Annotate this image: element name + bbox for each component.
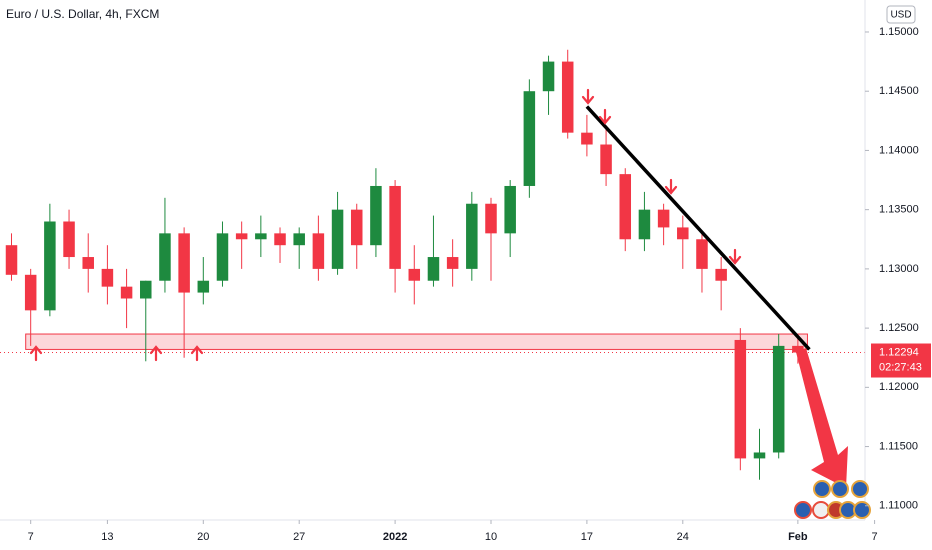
candle-body [140, 280, 152, 299]
candle-body [24, 274, 37, 311]
candle-body [677, 227, 689, 240]
candle-body [120, 286, 133, 299]
support-zone [25, 333, 808, 350]
candle-body [485, 203, 497, 234]
y-tick-label: 1.13000 [879, 263, 919, 275]
candle-body [5, 245, 18, 275]
forecast-arrow [796, 348, 848, 488]
candle-body [772, 345, 785, 453]
candle-body [600, 144, 612, 175]
candle-body [178, 233, 190, 293]
candle-body [408, 268, 421, 281]
candle-body [389, 185, 401, 269]
candle-body [657, 209, 670, 228]
candle-body [523, 91, 536, 186]
candle-body [350, 209, 363, 246]
candle-body [504, 185, 516, 234]
x-tick-label: 2022 [383, 531, 407, 543]
candle-body [427, 257, 440, 281]
candle-body [159, 233, 171, 281]
y-tick-label: 1.11000 [879, 500, 918, 512]
chart-title: Euro / U.S. Dollar, 4h, FXCM [6, 7, 159, 21]
candle-body [216, 233, 229, 281]
x-tick-label: 27 [293, 531, 305, 543]
candle-body [63, 221, 75, 258]
candle-body [101, 268, 114, 287]
candle-body [197, 280, 210, 293]
candle-body [581, 132, 593, 145]
y-tick-label: 1.11500 [879, 440, 918, 452]
candle-body [293, 233, 305, 246]
plot-area [0, 49, 865, 480]
candle-body [638, 209, 651, 240]
y-tick-label: 1.12000 [879, 381, 919, 393]
y-tick-label: 1.12500 [879, 322, 919, 334]
y-tick-label: 1.14000 [879, 144, 919, 156]
candle-body [235, 233, 248, 240]
candle-body [312, 233, 325, 269]
candle-body [753, 452, 766, 459]
candle-body [561, 61, 574, 133]
x-tick-label: 24 [677, 531, 689, 543]
candle-body [696, 239, 708, 269]
price-tag-countdown: 02:27:43 [879, 361, 922, 373]
candle-body [44, 221, 56, 311]
x-tick-label: 7 [872, 531, 878, 543]
candle-body [255, 233, 267, 240]
y-tick-label: 1.15000 [879, 26, 919, 38]
candle-body [274, 233, 286, 246]
x-tick-label: Feb [788, 531, 808, 543]
price-tag [871, 343, 931, 378]
candle-body [619, 174, 632, 240]
candle-body [82, 257, 94, 269]
y-tick-label: 1.14500 [879, 85, 919, 97]
x-tick-label: 10 [485, 531, 497, 543]
candle-body [331, 209, 344, 269]
candle-body [734, 339, 747, 459]
candle-body [370, 185, 382, 246]
x-tick-label: 7 [28, 531, 34, 543]
candle-body [792, 345, 804, 353]
candle-body [715, 268, 727, 281]
x-tick-label: 20 [197, 531, 209, 543]
candle-body [542, 61, 555, 92]
y-tick-label: 1.13500 [879, 204, 919, 216]
price-tag-value: 1.12294 [879, 346, 919, 358]
x-tick-label: 17 [581, 531, 593, 543]
candle-body [466, 203, 478, 269]
candle-body [446, 257, 459, 269]
annotation-arrows [29, 88, 742, 362]
currency: USD [890, 10, 911, 21]
currency-box [886, 5, 916, 24]
x-tick-label: 13 [101, 531, 113, 543]
trend-line [585, 105, 811, 351]
